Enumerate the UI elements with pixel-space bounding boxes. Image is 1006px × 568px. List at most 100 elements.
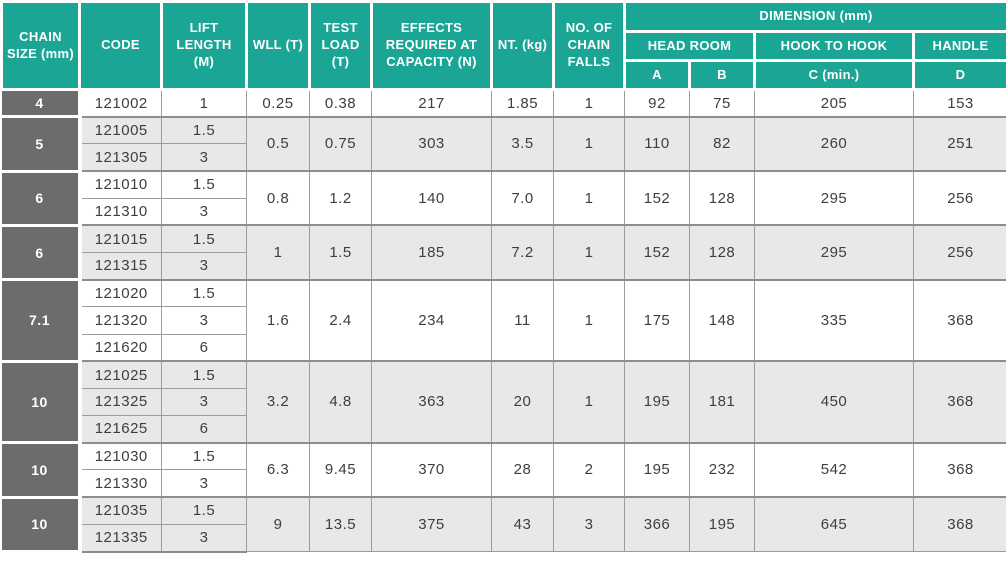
dim-a-cell: 366 xyxy=(624,496,690,553)
col-header-lift-length: LIFT LENGTH (M) xyxy=(160,0,248,91)
chain-falls-cell: 1 xyxy=(553,360,625,444)
col-header-test-load: TEST LOAD (T) xyxy=(308,0,373,91)
dim-b-cell: 128 xyxy=(689,170,755,226)
net-weight-cell: 1.85 xyxy=(491,88,554,118)
code-cell: 121002 xyxy=(79,88,162,118)
chain-falls-cell: 1 xyxy=(553,278,625,362)
dim-b-cell: 128 xyxy=(689,224,755,281)
effects-cell: 185 xyxy=(371,224,492,281)
wll-cell: 0.8 xyxy=(246,170,310,226)
effects-cell: 234 xyxy=(371,278,492,362)
lift-length-cell: 6 xyxy=(161,415,247,444)
wll-cell: 3.2 xyxy=(246,360,310,444)
dim-d-cell: 368 xyxy=(912,360,1006,444)
lift-length-cell: 1.5 xyxy=(161,278,247,308)
code-cell: 121305 xyxy=(79,143,162,172)
code-cell: 121310 xyxy=(79,197,162,226)
code-cell: 121010 xyxy=(79,170,162,199)
lift-length-cell: 1 xyxy=(161,88,247,118)
col-header-dim-d: D xyxy=(911,59,1006,91)
chain-size-cell: 6 xyxy=(1,223,82,282)
lift-length-cell: 1.5 xyxy=(161,170,247,199)
table-row: 4 121002 1 0.25 0.38 217 1.85 1 92 75 205 153 xyxy=(1,87,1006,119)
dim-b-cell: 75 xyxy=(689,88,755,118)
net-weight-cell: 20 xyxy=(491,360,554,444)
col-header-head-room: HEAD ROOM xyxy=(623,30,756,62)
dim-a-cell: 152 xyxy=(624,224,690,281)
table-row: 121320 3 xyxy=(2,306,1006,335)
code-cell: 121035 xyxy=(79,496,162,525)
code-cell: 121320 xyxy=(79,306,162,335)
chain-size-cell: 6 xyxy=(1,169,82,227)
dim-d-cell: 368 xyxy=(912,496,1006,553)
table-row: 121335 3 xyxy=(2,523,1006,553)
effects-cell: 217 xyxy=(371,88,492,118)
dim-d-cell: 256 xyxy=(912,224,1006,281)
code-cell: 121025 xyxy=(79,360,162,389)
lift-length-cell: 3 xyxy=(161,143,247,172)
wll-cell: 1 xyxy=(246,224,310,281)
net-weight-cell: 43 xyxy=(491,496,554,553)
chain-size-cell: 10 xyxy=(1,359,82,445)
table-row: 121325 3 xyxy=(2,387,1006,417)
chain-size-cell: 7.1 xyxy=(1,278,82,363)
lift-length-cell: 3 xyxy=(161,469,247,498)
test-load-cell: 1.5 xyxy=(309,224,372,281)
header-row-3: A B C (min.) D xyxy=(2,59,1006,91)
test-load-cell: 9.45 xyxy=(309,441,372,498)
col-header-effects: EFFECTS REQUIRED AT CAPACITY (N) xyxy=(370,0,493,91)
wll-cell: 6.3 xyxy=(246,441,310,498)
dim-a-cell: 175 xyxy=(624,278,690,362)
dim-d-cell: 256 xyxy=(912,170,1006,226)
test-load-cell: 0.75 xyxy=(309,115,372,172)
wll-cell: 1.6 xyxy=(246,278,310,362)
dim-d-cell: 368 xyxy=(912,278,1006,362)
header-row-1: CHAIN SIZE (mm) CODE LIFT LENGTH (M) WLL… xyxy=(0,0,1006,91)
dim-a-cell: 152 xyxy=(624,170,690,226)
spec-table-body: 4 121002 1 0.25 0.38 217 1.85 1 92 75 205 153 5 12100… xyxy=(1,87,1006,554)
dim-c-cell: 205 xyxy=(754,88,914,118)
lift-length-cell: 3 xyxy=(161,252,247,281)
lift-length-cell: 1.5 xyxy=(161,224,247,254)
table-header: CHAIN SIZE (mm) CODE LIFT LENGTH (M) WLL… xyxy=(0,0,1006,91)
table-row: 121330 3 xyxy=(2,469,1006,498)
dim-c-cell: 645 xyxy=(754,496,914,553)
effects-cell: 140 xyxy=(371,170,492,226)
dim-a-cell: 195 xyxy=(624,441,690,498)
code-cell: 121335 xyxy=(79,523,162,553)
code-cell: 121015 xyxy=(79,224,162,254)
dim-c-cell: 542 xyxy=(754,441,914,498)
code-cell: 121330 xyxy=(79,469,162,498)
table-row: 6 121010 1.5 0.8 1.2 140 7.0 1 152 128 295 256 xyxy=(1,169,1006,227)
chain-falls-cell: 1 xyxy=(553,88,625,118)
table-row: 10 121035 1.5 9 13.5 375 43 3 366 195 645 368 xyxy=(1,495,1006,554)
wll-cell: 0.5 xyxy=(246,115,310,172)
code-cell: 121325 xyxy=(79,387,162,417)
dim-c-cell: 335 xyxy=(754,278,914,362)
col-header-dim-c: C (min.) xyxy=(753,59,915,91)
dim-c-cell: 450 xyxy=(754,360,914,444)
dim-b-cell: 181 xyxy=(689,360,755,444)
col-header-hook-to-hook: HOOK TO HOOK xyxy=(753,30,915,62)
lift-length-cell: 1.5 xyxy=(161,496,247,525)
table-row: 10 121025 1.5 3.2 4.8 363 20 1 195 181 450 368 xyxy=(1,359,1006,445)
chain-size-cell: 4 xyxy=(1,87,82,119)
chain-size-cell: 10 xyxy=(1,495,82,554)
dim-b-cell: 195 xyxy=(689,496,755,553)
col-header-dim-a: A xyxy=(623,59,691,91)
col-header-wll: WLL (T) xyxy=(245,0,311,91)
chain-falls-cell: 1 xyxy=(553,224,625,281)
code-cell: 121020 xyxy=(79,278,162,308)
net-weight-cell: 11 xyxy=(491,278,554,362)
chain-falls-cell: 1 xyxy=(553,115,625,172)
dim-c-cell: 260 xyxy=(754,115,914,172)
col-header-chain-size: CHAIN SIZE (mm) xyxy=(0,0,81,91)
col-header-net-weight: NT. (kg) xyxy=(490,0,555,91)
test-load-cell: 0.38 xyxy=(309,88,372,118)
chain-block-spec-table: CHAIN SIZE (mm) CODE LIFT LENGTH (M) WLL… xyxy=(0,0,1006,554)
effects-cell: 303 xyxy=(371,115,492,172)
lift-length-cell: 1.5 xyxy=(161,360,247,389)
dim-d-cell: 368 xyxy=(912,441,1006,498)
net-weight-cell: 7.0 xyxy=(491,170,554,226)
